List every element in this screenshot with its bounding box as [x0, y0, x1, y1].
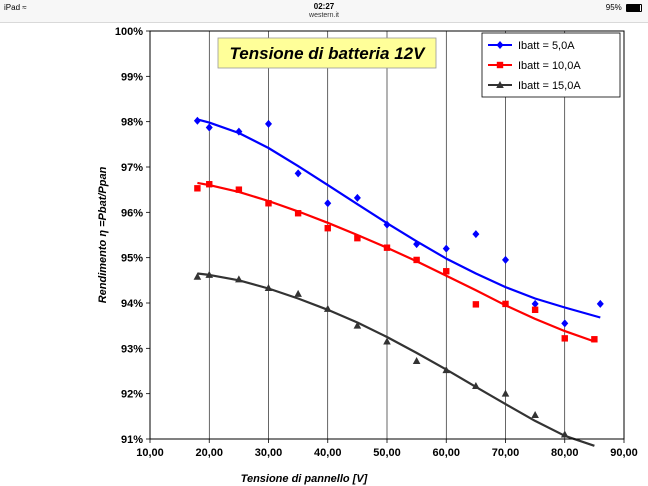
data-point — [383, 244, 391, 251]
data-point — [353, 193, 361, 202]
data-point — [265, 200, 272, 207]
series-1 — [193, 116, 604, 328]
data-point — [442, 244, 450, 253]
y-axis-label: Rendimento η =Pbat/Ppan — [97, 166, 109, 303]
data-point — [206, 181, 213, 188]
legend-entry: Ibatt = 10,0A — [488, 60, 581, 72]
legend-label: Ibatt = 10,0A — [518, 60, 581, 72]
clock: 02:27 — [313, 2, 335, 11]
y-tick-label: 96% — [121, 207, 143, 219]
device-label: iPad — [4, 3, 21, 12]
trend-line — [197, 118, 601, 319]
data-point — [531, 410, 539, 418]
legend-marker — [496, 81, 504, 88]
data-point — [235, 186, 243, 193]
data-point — [324, 199, 332, 208]
data-point — [442, 366, 451, 374]
plot-area-border — [149, 30, 625, 440]
x-tick-label: 60,00 — [432, 447, 460, 459]
data-point — [413, 256, 420, 264]
data-point — [383, 337, 391, 345]
y-tick-label: 92% — [121, 389, 143, 401]
data-point — [472, 230, 480, 239]
data-point — [294, 210, 302, 217]
data-point — [560, 430, 569, 438]
trend-line — [197, 181, 595, 343]
data-point — [531, 306, 539, 313]
data-point — [353, 321, 362, 329]
data-point — [323, 304, 332, 312]
x-tick-label: 80,00 — [551, 447, 579, 459]
data-point — [205, 270, 214, 278]
legend-label: Ibatt = 5,0A — [518, 40, 575, 52]
data-point — [472, 301, 480, 308]
battery-icon — [626, 3, 642, 12]
data-point — [472, 381, 480, 389]
x-tick-label: 70,00 — [492, 447, 520, 459]
data-point — [596, 299, 604, 308]
series-3 — [193, 270, 595, 447]
x-tick-label: 40,00 — [314, 447, 342, 459]
y-tick-label: 99% — [121, 71, 143, 83]
data-point — [502, 255, 509, 264]
x-axis-label: Tensione di pannello [V] — [241, 473, 368, 485]
y-tick-label: 95% — [121, 253, 143, 265]
x-tick-label: 10,00 — [136, 447, 164, 459]
legend-layer: Ibatt = 5,0A Ibatt = 10,0A Ibatt = 15,0A — [481, 32, 621, 98]
data-point — [194, 185, 201, 192]
legend-label: Ibatt = 15,0A — [518, 80, 581, 92]
data-point — [561, 335, 568, 342]
data-point — [294, 289, 302, 297]
x-tick-label: 90,00 — [610, 447, 638, 459]
x-tick-label: 30,00 — [255, 447, 283, 459]
y-tick-label: 94% — [121, 298, 143, 310]
y-tick-label: 93% — [121, 343, 143, 355]
series-2 — [194, 181, 598, 343]
x-tick-label: 50,00 — [373, 447, 401, 459]
data-point — [205, 123, 213, 132]
data-point — [591, 336, 598, 343]
chart-title-box: Tensione di batteria 12V — [217, 37, 437, 69]
y-tick-label: 91% — [121, 434, 143, 446]
data-point — [324, 225, 331, 232]
data-point — [443, 268, 450, 275]
data-point — [412, 357, 421, 365]
y-tick-label: 97% — [121, 162, 143, 174]
data-point — [502, 300, 509, 308]
wifi-icon: ≈ — [22, 3, 27, 12]
axis-layer: 10,00 20,00 30,00 40,00 50,00 60,00 70,00 80,00… — [115, 26, 638, 459]
x-tick-label: 20,00 — [195, 447, 223, 459]
status-right: 95% — [606, 3, 642, 12]
data-point — [265, 119, 272, 128]
data-point — [193, 272, 202, 280]
data-point — [264, 284, 273, 292]
title-background — [217, 37, 437, 69]
data-point — [354, 234, 361, 242]
data-point — [501, 389, 510, 397]
data-point — [193, 116, 201, 125]
trend-line — [197, 272, 595, 447]
legend-marker — [496, 61, 504, 69]
legend-entry: Ibatt = 15,0A — [488, 80, 581, 92]
data-point — [413, 240, 421, 249]
battery-percent: 95% — [605, 3, 622, 12]
data-point — [235, 127, 243, 136]
data-point — [294, 169, 302, 178]
y-tick-label: 100% — [115, 26, 143, 38]
data-point — [383, 220, 391, 229]
legend-entry: Ibatt = 5,0A — [488, 40, 575, 52]
data-point — [561, 319, 569, 328]
legend-marker — [496, 41, 504, 49]
chart-title: Tensione di batteria 12V — [230, 44, 427, 63]
data-point — [235, 275, 243, 283]
page-url[interactable]: western.it — [309, 12, 339, 19]
y-tick-label: 98% — [121, 117, 143, 129]
data-point — [531, 299, 539, 308]
series-layer — [193, 116, 604, 447]
status-left: iPad ≈ — [4, 3, 27, 12]
status-bar: iPad ≈ 02:27 western.it 95% — [0, 0, 648, 23]
